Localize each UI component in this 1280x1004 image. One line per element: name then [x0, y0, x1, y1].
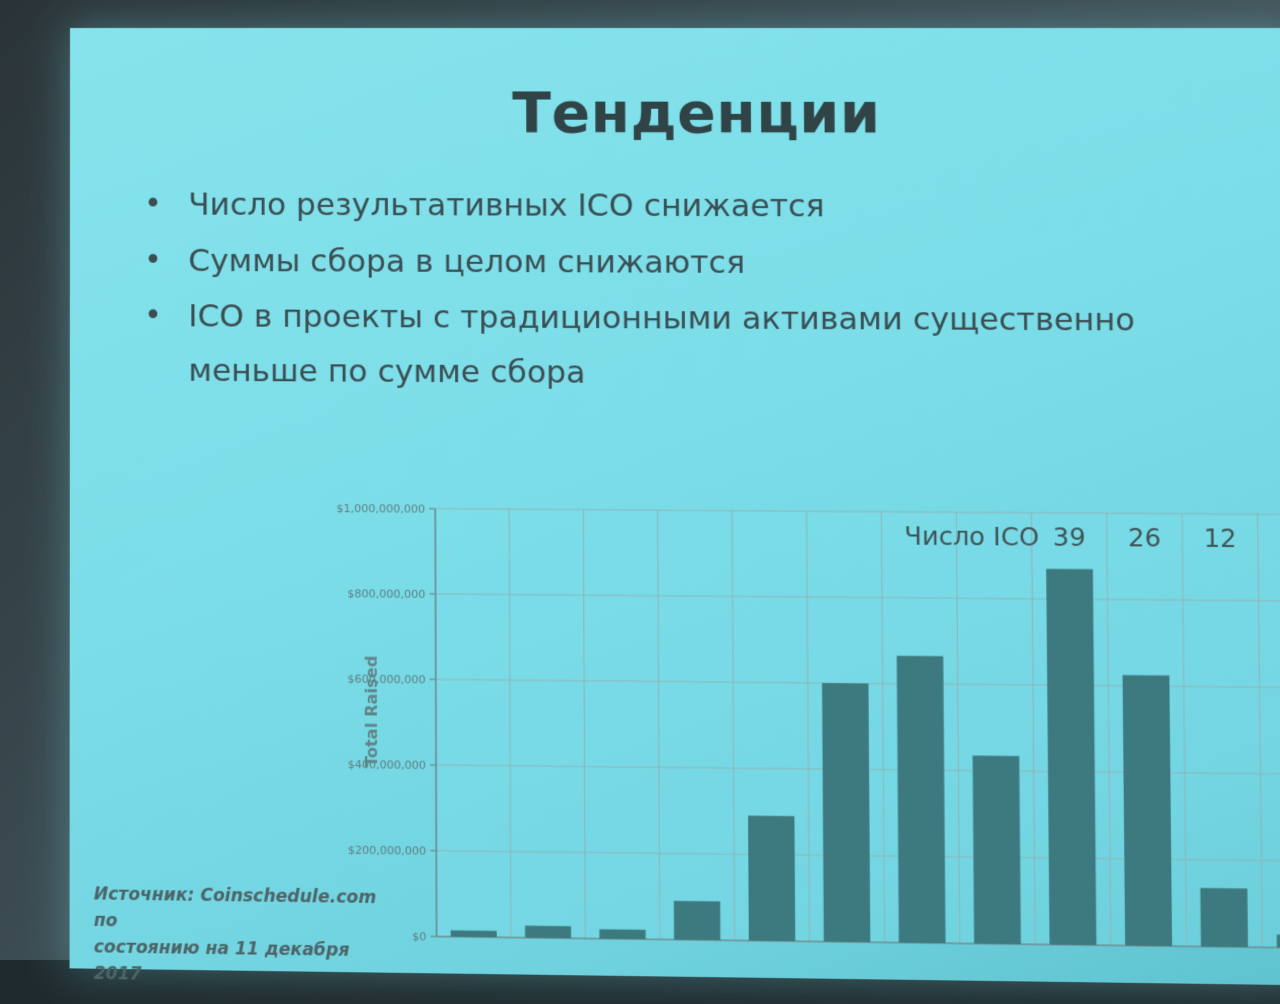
x-tick-label: May	[758, 954, 786, 962]
bullet-list: • Число результативных ICO снижается • Сум…	[144, 176, 1247, 403]
bullet-dot: •	[144, 289, 162, 343]
x-tick-label: Mar	[610, 952, 636, 962]
bullet-item: • Число результативных ICO снижается	[144, 176, 1245, 236]
slide-title: Тенденции	[70, 80, 1280, 147]
bar	[451, 930, 497, 937]
x-tick-label: Jan	[463, 950, 485, 962]
bullet-text: Число результативных ICO снижается	[188, 186, 824, 224]
annotation-count: 26	[1128, 523, 1161, 553]
x-tick-label: Feb	[536, 951, 560, 962]
bullet-dot: •	[144, 176, 162, 232]
annotation-label: Число ICO	[904, 521, 1039, 552]
bar	[674, 901, 721, 940]
bar	[599, 929, 645, 939]
bar	[525, 926, 571, 939]
bullet-item: • Суммы сбора в целом снижаются	[144, 233, 1246, 293]
y-tick-label: $0	[412, 930, 426, 943]
bullet-text: ICO в проекты с традиционными активами с…	[188, 298, 1135, 338]
bullet-item: • ICO в проекты с традиционными активами …	[144, 289, 1247, 404]
y-tick-label: $200,000,000	[348, 844, 426, 858]
bullet-text: Суммы сбора в целом снижаются	[188, 243, 745, 281]
bar	[748, 816, 795, 942]
bar	[1200, 888, 1248, 947]
bar	[897, 656, 946, 943]
bar	[973, 756, 1021, 945]
y-tick-label: $800,000,000	[347, 587, 425, 601]
annotation-count: 12	[1203, 523, 1236, 553]
y-tick-label: $400,000,000	[348, 758, 426, 772]
y-tick-label: $1,000,000,000	[337, 502, 426, 516]
x-tick-label: Sep	[1060, 958, 1086, 962]
bullet-text-continued: меньше по сумме сбора	[188, 353, 585, 391]
bar	[822, 683, 870, 942]
source-note: Источник: Coinschedule.com по состоянию …	[94, 881, 398, 991]
x-tick-label: Jul	[913, 956, 930, 962]
y-axis-title: Total Raised	[362, 656, 382, 768]
source-line-2: состоянию на 11 декабря 2017	[94, 934, 398, 991]
source-line-1: Источник: Coinschedule.com по	[94, 881, 398, 938]
bar	[1046, 569, 1096, 945]
annotation-count: 39	[1053, 522, 1086, 552]
bullet-dot: •	[144, 233, 162, 289]
projector-screen: Тенденции • Число результативных ICO сниж…	[70, 28, 1280, 985]
y-tick-label: $600,000,000	[348, 672, 426, 686]
x-tick-label: Jun	[836, 955, 858, 962]
bar	[1123, 675, 1173, 946]
chart-container: $0 $200,000,000 $400,000,000 $600,000,000 $8…	[267, 461, 1280, 963]
x-tick-label: Apr	[686, 953, 710, 962]
bar-chart: $0 $200,000,000 $400,000,000 $600,000,000 $8…	[267, 461, 1280, 963]
x-tick-label: Nov	[1211, 960, 1238, 962]
